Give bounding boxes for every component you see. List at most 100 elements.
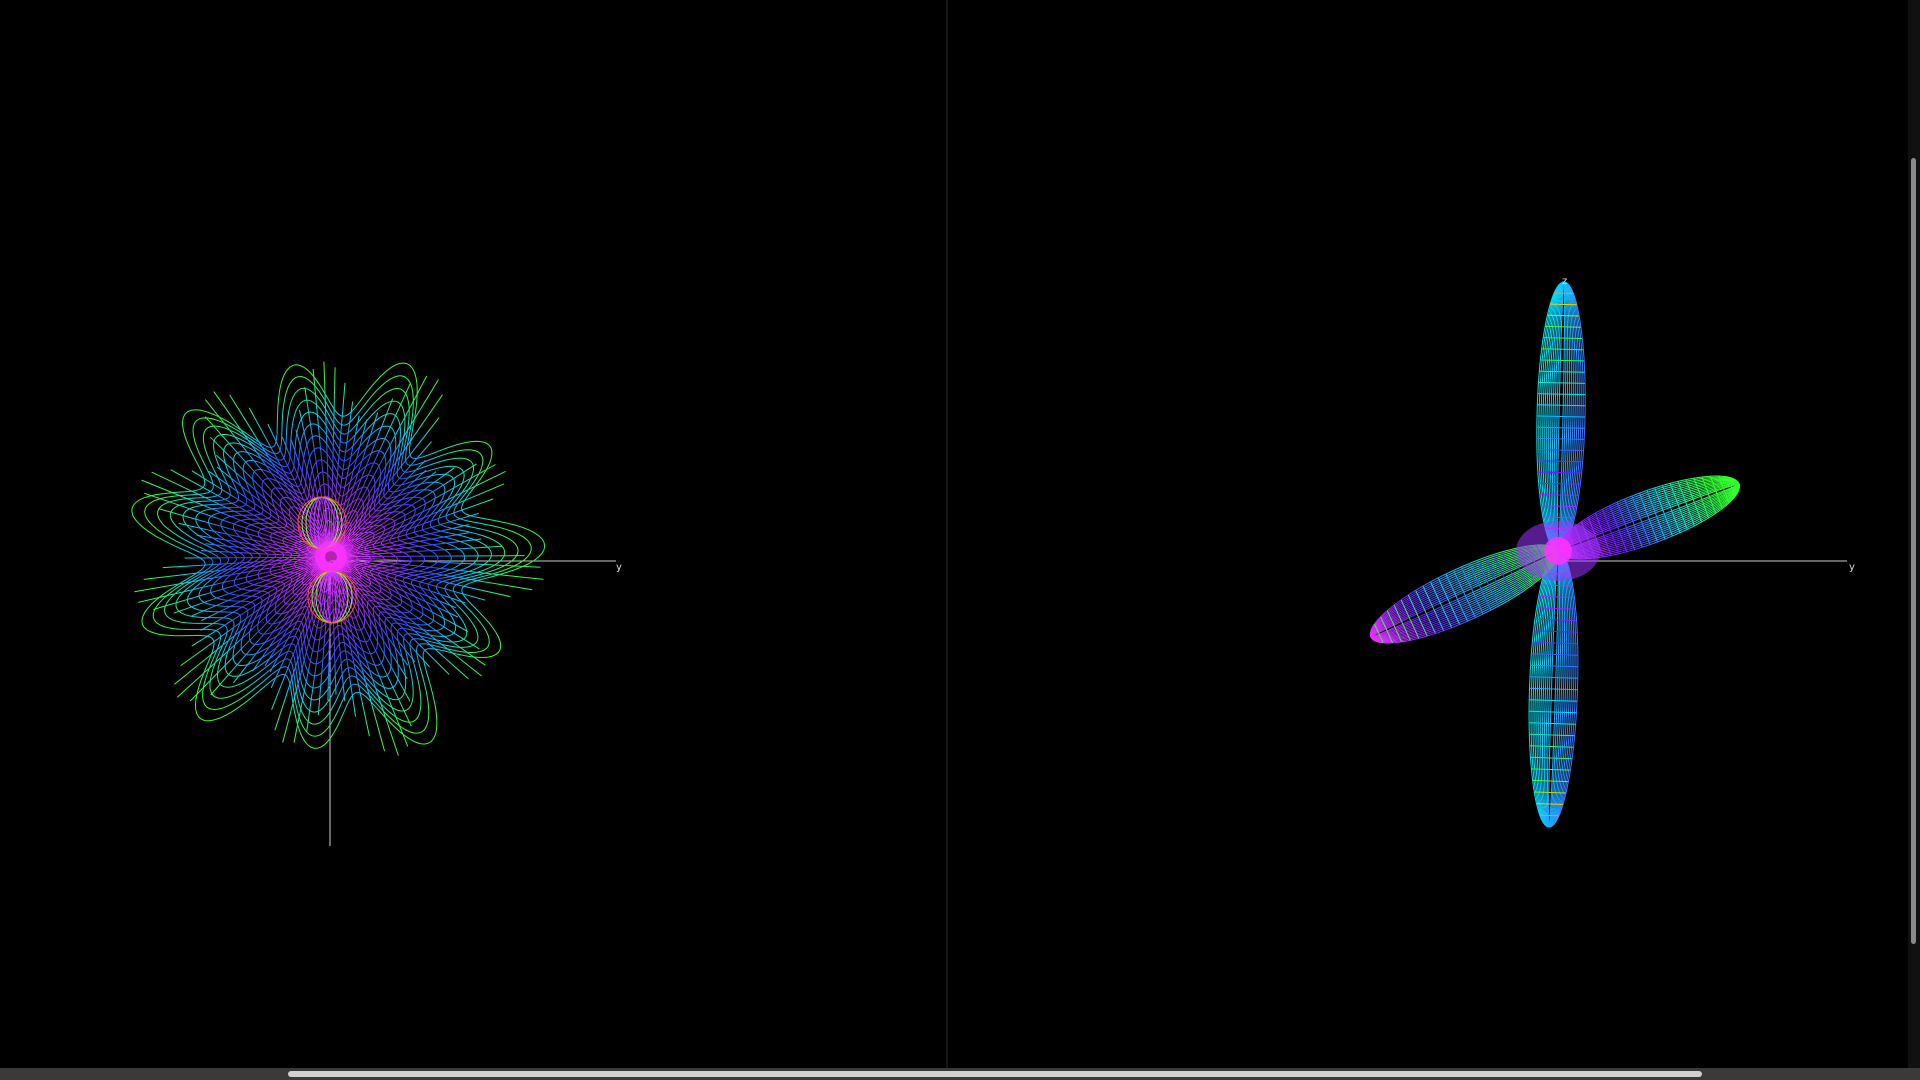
wire-spoke: [201, 559, 326, 622]
wire-rib: [1532, 779, 1569, 783]
radiation-pattern: [131, 361, 546, 756]
wire-spoke: [213, 391, 328, 553]
wire-spoke: [335, 559, 480, 650]
wire-rib: [1453, 570, 1476, 618]
wire-rib: [1415, 590, 1436, 634]
wire-rib: [1547, 314, 1580, 317]
wire-rib: [1437, 577, 1461, 625]
wire-rib: [1639, 492, 1658, 543]
wire-spoke: [336, 558, 466, 604]
wire-spoke: [144, 492, 326, 556]
wire-rib: [1594, 512, 1612, 556]
wire-spoke: [333, 375, 428, 552]
wire-rib: [1602, 509, 1620, 554]
wire-rib: [1677, 481, 1695, 526]
wire-rib: [1484, 557, 1507, 603]
wire-spoke: [334, 441, 432, 553]
wire-spoke: [269, 562, 329, 672]
wire-rib: [1530, 756, 1573, 760]
wire-ring: [195, 423, 479, 689]
wire-spoke: [248, 407, 329, 553]
wire-spoke: [270, 562, 330, 689]
wire-rib: [1536, 415, 1586, 418]
wire-spoke: [333, 562, 412, 727]
wire-rib: [1476, 560, 1499, 607]
wire-spoke: [317, 562, 332, 716]
wire-spoke: [173, 560, 327, 685]
horizontal-scrollbar-thumb[interactable]: [288, 1071, 1702, 1077]
wire-spoke: [330, 382, 346, 552]
wire-spoke: [335, 559, 486, 666]
wire-spoke: [333, 562, 409, 747]
wire-spoke: [271, 562, 330, 710]
wire-spoke: [204, 399, 328, 553]
wire-spoke: [334, 560, 430, 668]
wire-spoke: [335, 463, 477, 554]
wire-spoke: [331, 562, 337, 695]
wire-spoke: [336, 470, 506, 555]
wire-rib: [1539, 370, 1585, 373]
wire-spoke: [336, 483, 505, 555]
wire-spoke: [229, 394, 329, 553]
wire-spoke: [162, 557, 326, 569]
wire-spoke: [332, 562, 386, 752]
wire-rib: [1407, 594, 1428, 637]
wire-rib: [1539, 494, 1579, 496]
wire-rib: [1727, 476, 1736, 497]
wire-rib: [1538, 482, 1581, 485]
wire-spoke: [336, 512, 480, 556]
wire-rib: [1529, 676, 1578, 679]
wire-ring: [144, 375, 532, 737]
wire-spoke: [290, 439, 330, 552]
wire-rib: [1445, 573, 1468, 622]
wire-spoke: [336, 557, 486, 601]
right-view: y z: [1369, 276, 1855, 828]
wire-spoke: [335, 467, 455, 554]
wire-spoke: [191, 559, 326, 617]
wire-rib: [1646, 490, 1666, 540]
wire-spoke: [331, 401, 354, 552]
wire-ring: [257, 483, 412, 631]
wire-rib: [1536, 449, 1584, 452]
wire-spoke: [335, 560, 483, 677]
wire-rib: [1545, 325, 1581, 328]
wire-rib: [1654, 487, 1673, 537]
wire-spoke: [331, 415, 360, 552]
wire-rib: [1531, 653, 1578, 656]
wire-spoke: [332, 398, 394, 552]
wire-spoke: [184, 556, 326, 559]
wire-spoke: [170, 469, 326, 555]
wire-rib: [1669, 483, 1688, 530]
wire-rib: [1386, 610, 1403, 643]
wire-spoke: [189, 561, 328, 702]
wire-rib: [1374, 623, 1384, 644]
wire-spoke: [336, 558, 456, 609]
wire-rib: [1543, 337, 1583, 339]
wire-spoke: [173, 558, 326, 614]
wire-rib: [1661, 485, 1681, 533]
wire-spoke: [153, 558, 326, 610]
wire-spoke: [336, 555, 525, 558]
wire-rib: [1537, 460, 1583, 463]
wire-rib: [1509, 549, 1529, 589]
wire-rib: [1529, 699, 1578, 702]
vertical-scrollbar-thumb[interactable]: [1911, 158, 1916, 944]
wire-rib: [1422, 585, 1445, 631]
wire-ring: [157, 387, 519, 725]
wire-ring: [182, 411, 493, 701]
wire-rib: [1461, 566, 1484, 615]
wire-ring: [233, 459, 439, 655]
wire-spoke: [330, 367, 336, 552]
wire-ring: [131, 362, 546, 749]
wire-spoke: [200, 559, 327, 631]
y-axis-label: y: [616, 562, 622, 573]
wire-rib: [1529, 733, 1575, 737]
wire-rib: [1537, 471, 1582, 474]
wire-rib: [1530, 664, 1578, 668]
wire-rib: [1380, 616, 1394, 644]
wire-rib: [1501, 551, 1522, 594]
wire-rib: [1631, 495, 1651, 545]
wire-spoke: [138, 558, 326, 603]
wire-rib: [1616, 502, 1636, 550]
